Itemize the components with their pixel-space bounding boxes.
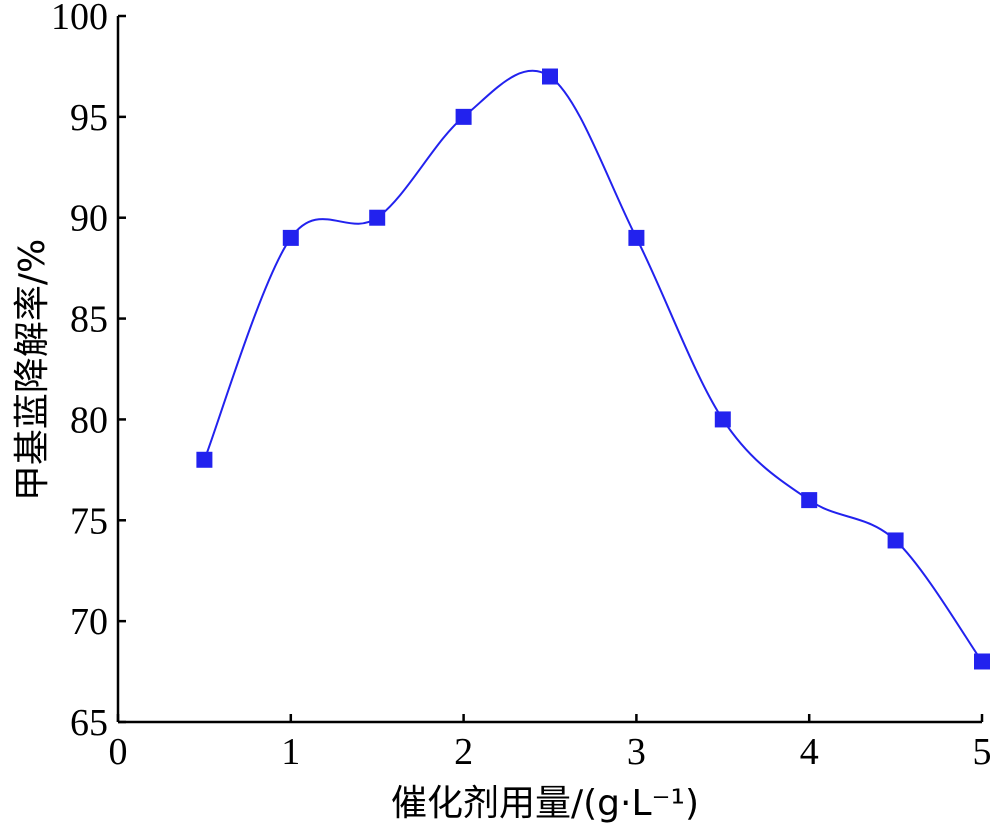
x-tick-label: 3 (627, 731, 646, 773)
data-point-marker (196, 451, 213, 468)
data-point-marker (542, 68, 558, 85)
series-line (203, 69, 983, 663)
x-tick-label: 1 (281, 731, 300, 773)
data-point-marker (714, 411, 731, 428)
y-tick-label: 65 (70, 702, 108, 744)
x-tick-label: 0 (109, 731, 128, 773)
data-point-marker (369, 209, 386, 226)
y-tick-label: 80 (70, 399, 108, 441)
x-tick-label: 2 (454, 731, 473, 773)
y-axis-title: 甲基蓝降解率/% (12, 239, 53, 501)
data-point-marker (282, 229, 299, 246)
data-point-marker (974, 653, 990, 670)
data-point-marker (628, 229, 645, 246)
y-tick-label: 90 (70, 198, 108, 240)
x-tick-label: 4 (800, 731, 819, 773)
y-tick-label: 100 (51, 0, 108, 38)
x-ticks: 0 1 2 3 4 5 (109, 714, 992, 773)
y-tick-label: 85 (70, 299, 108, 341)
data-point-marker (455, 108, 472, 125)
axes (116, 16, 982, 724)
y-tick-label: 75 (70, 500, 108, 542)
x-axis-title: 催化剂用量/(g·L⁻¹) (391, 783, 699, 824)
data-point-marker (801, 492, 818, 509)
series-group (196, 68, 990, 670)
y-tick-label: 70 (70, 601, 108, 643)
y-tick-label: 95 (70, 97, 108, 139)
x-tick-label: 5 (973, 731, 992, 773)
data-point-marker (887, 532, 904, 549)
y-ticks: 65 70 75 80 85 90 95 100 (51, 0, 126, 744)
